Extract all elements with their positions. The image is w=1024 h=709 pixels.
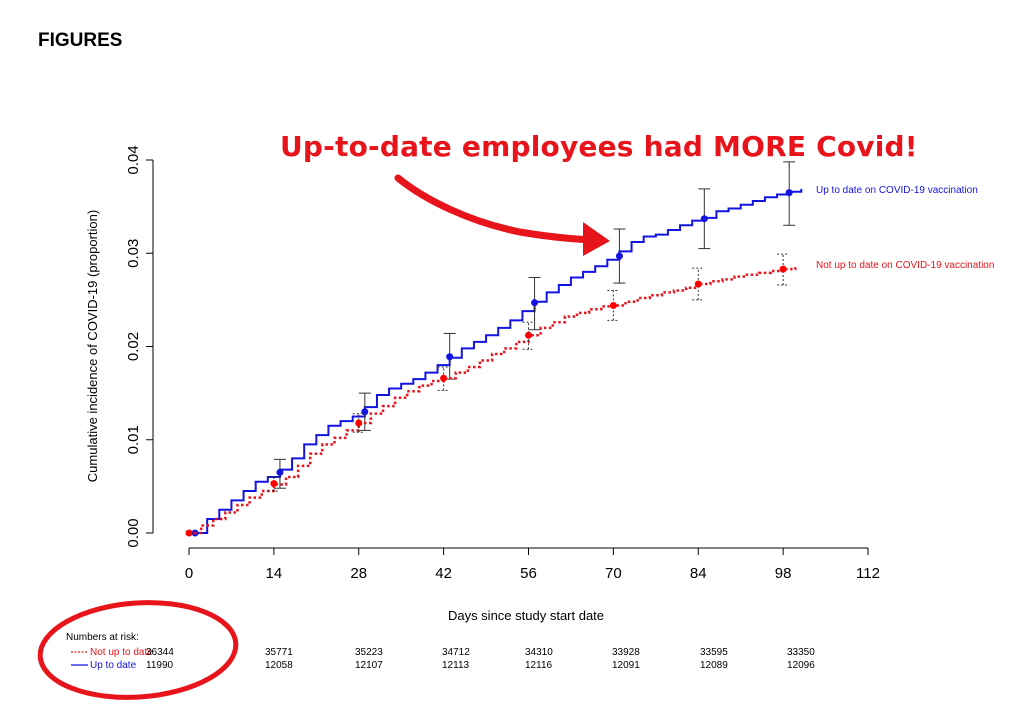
legend-label-not-up-to-date: Not up to date on COVID-19 vaccination: [816, 260, 994, 271]
risk-value: 35771: [265, 647, 293, 658]
marker-not_up_to_date: [355, 419, 363, 427]
x-tick-label: 84: [690, 565, 707, 582]
marker-not_up_to_date: [779, 265, 787, 273]
series-line-up_to_date: [189, 188, 803, 534]
x-tick-label: 42: [435, 565, 452, 582]
marker-not_up_to_date: [185, 529, 193, 537]
risk-value: 33595: [700, 647, 728, 658]
marker-not_up_to_date: [525, 331, 532, 339]
y-tick-label: 0.03: [125, 239, 142, 268]
risk-value: 35223: [355, 647, 383, 658]
risk-value: 33928: [612, 647, 640, 658]
risk-value: 33350: [787, 647, 815, 658]
y-axis-label: Cumulative incidence of COVID-19 (propor…: [85, 210, 100, 482]
risk-value: 12058: [265, 660, 293, 671]
chart-annotation: Up-to-date employees had MORE Covid!: [280, 130, 918, 163]
risk-value: 12116: [525, 660, 553, 671]
risk-row-label-not_up_to_date: Not up to date: [90, 647, 153, 658]
legend-label-up-to-date: Up to date on COVID-19 vaccination: [816, 185, 978, 196]
marker-up_to_date: [361, 408, 369, 416]
marker-up_to_date: [615, 252, 623, 260]
x-tick-label: 0: [185, 565, 193, 582]
marker-not_up_to_date: [440, 374, 448, 382]
page-heading: FIGURES: [38, 30, 123, 51]
x-tick-label: 98: [775, 565, 792, 582]
risk-value: 34712: [442, 647, 470, 658]
x-tick-label: 28: [350, 565, 367, 582]
risk-value: 11990: [146, 660, 174, 671]
risk-row-label-up_to_date: Up to date: [90, 660, 137, 671]
series-line-not_up_to_date: [189, 267, 797, 535]
risk-table-title: Numbers at risk:: [66, 632, 139, 643]
marker-not_up_to_date: [270, 480, 278, 488]
risk-value: 36344: [146, 647, 174, 658]
risk-value: 12113: [442, 660, 470, 671]
marker-up_to_date: [785, 189, 793, 197]
y-tick-label: 0.00: [125, 518, 142, 547]
y-tick-label: 0.04: [125, 145, 142, 174]
risk-value: 12107: [355, 660, 383, 671]
risk-value: 12091: [612, 660, 640, 671]
annotation-arrowhead: [583, 222, 610, 256]
marker-not_up_to_date: [609, 301, 617, 309]
y-tick-label: 0.02: [125, 332, 142, 361]
marker-not_up_to_date: [694, 280, 702, 288]
annotation-arrow: [394, 174, 604, 244]
marker-up_to_date: [276, 468, 284, 476]
x-tick-label: 70: [605, 565, 622, 582]
risk-value: 34310: [525, 647, 553, 658]
y-tick-label: 0.01: [125, 425, 142, 454]
risk-value: 12096: [787, 660, 815, 671]
x-tick-label: 56: [520, 565, 537, 582]
x-tick-label: 112: [856, 565, 880, 582]
risk-value: 12089: [700, 660, 728, 671]
x-axis-label: Days since study start date: [448, 608, 604, 623]
risk-legend-circle: [37, 600, 239, 700]
marker-up_to_date: [700, 215, 708, 223]
marker-up_to_date: [446, 353, 454, 361]
x-tick-label: 14: [266, 565, 283, 582]
marker-up_to_date: [531, 299, 539, 307]
